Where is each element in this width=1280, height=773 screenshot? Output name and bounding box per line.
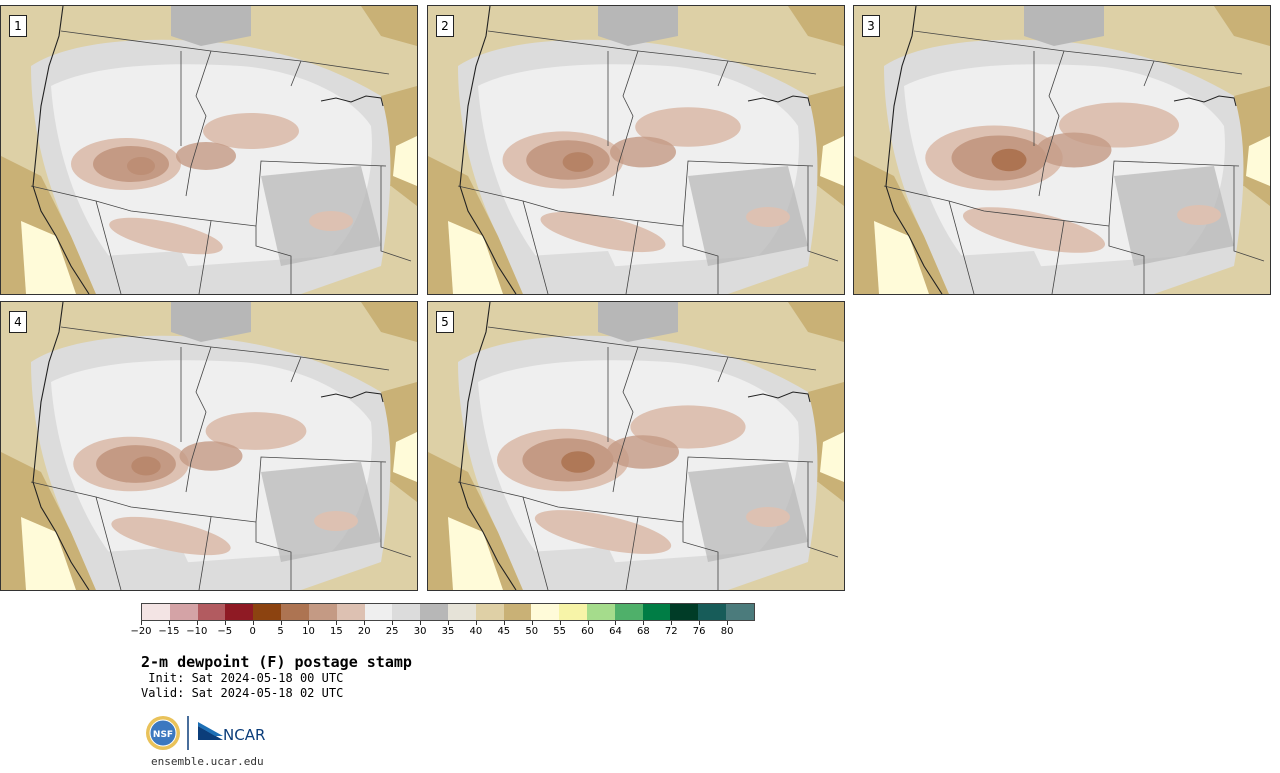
- map-panel-4: 4: [0, 301, 418, 591]
- colorbar-swatch: [698, 604, 727, 620]
- nsf-ncar-logo: NSF NCAR: [145, 714, 275, 752]
- colorbar-tick-label: 55: [553, 626, 566, 637]
- colorbar-tick-label: 68: [636, 626, 650, 637]
- colorbar-tick: [727, 621, 729, 625]
- colorbar-swatch: [336, 604, 365, 620]
- nsf-seal-icon: NSF: [146, 716, 180, 750]
- colorbar-tick-label: 45: [497, 626, 511, 637]
- colorbar-swatch: [587, 604, 615, 620]
- map-panel-1: 1: [0, 5, 418, 295]
- panel-number-label: 2: [436, 15, 454, 37]
- colorbar-tick: [699, 621, 701, 625]
- map-field: [428, 6, 844, 294]
- valid-time: Valid: Sat 2024-05-18 02 UTC: [141, 686, 344, 700]
- colorbar-tick: [420, 621, 422, 625]
- map-field: [1, 302, 417, 590]
- colorbar-tick: [141, 621, 142, 625]
- panel-number-label: 3: [862, 15, 880, 37]
- map-panel-5: 5: [427, 301, 845, 591]
- colorbar-ticks: −20 −15 −10 −5 0 5 10 15 20 25 30 35 40 45 50 55 60 64 68 7…: [130, 621, 755, 641]
- colorbar-swatch: [169, 604, 198, 620]
- panel-number-label: 5: [436, 311, 454, 333]
- colorbar-tick: [559, 621, 561, 625]
- colorbar-swatch: [392, 604, 421, 620]
- colorbar-swatch: [225, 604, 254, 620]
- colorbar-swatch: [364, 604, 393, 620]
- colorbar-swatch: [420, 604, 448, 620]
- colorbar-tick-label: −20: [130, 626, 152, 637]
- site-url: ensemble.ucar.edu: [151, 755, 264, 768]
- colorbar-tick-label: 0: [249, 626, 256, 637]
- colorbar-swatch: [726, 604, 754, 620]
- panel-number-label: 4: [9, 311, 27, 333]
- colorbar: [141, 603, 755, 621]
- colorbar-tick-label: 64: [609, 626, 622, 637]
- colorbar-tick-label: −5: [217, 626, 233, 637]
- colorbar-tick: [336, 621, 338, 625]
- colorbar-tick-label: 10: [302, 626, 315, 637]
- colorbar-swatch: [475, 604, 504, 620]
- svg-text:NSF: NSF: [153, 730, 173, 740]
- colorbar-swatch: [559, 604, 587, 620]
- colorbar-tick: [168, 621, 170, 625]
- colorbar-tick: [308, 621, 310, 625]
- colorbar-swatch: [253, 604, 282, 620]
- ncar-wing-icon: [198, 722, 223, 740]
- colorbar-tick: [224, 621, 226, 625]
- colorbar-tick: [196, 621, 198, 625]
- colorbar-tick-label: −15: [158, 626, 180, 637]
- map-field: [1, 6, 417, 294]
- map-panel-2: 2: [427, 5, 845, 295]
- colorbar-tick-label: 76: [692, 626, 706, 637]
- colorbar-swatch: [614, 604, 643, 620]
- colorbar-swatch: [642, 604, 671, 620]
- colorbar-tick-label: 5: [277, 626, 284, 637]
- colorbar-tick-label: −10: [186, 626, 208, 637]
- colorbar-tick: [587, 621, 589, 625]
- colorbar-tick: [615, 621, 617, 625]
- colorbar-tick: [531, 621, 533, 625]
- colorbar-tick-label: 60: [581, 626, 594, 637]
- init-time: Init: Sat 2024-05-18 00 UTC: [141, 671, 344, 685]
- colorbar-tick: [364, 621, 366, 625]
- colorbar-tick: [448, 621, 449, 625]
- colorbar-tick-label: 50: [525, 626, 539, 637]
- colorbar-tick: [503, 621, 505, 625]
- colorbar-tick: [280, 621, 282, 625]
- colorbar-tick: [475, 621, 477, 625]
- colorbar-swatch: [308, 604, 337, 620]
- panel-number-label: 1: [9, 15, 27, 37]
- colorbar-swatch: [447, 604, 476, 620]
- colorbar-tick-label: 35: [441, 626, 455, 637]
- colorbar-tick-label: 30: [413, 626, 427, 637]
- colorbar-tick-label: 25: [385, 626, 399, 637]
- colorbar-swatch: [531, 604, 560, 620]
- colorbar-tick-label: 72: [664, 626, 678, 637]
- map-field: [428, 302, 844, 590]
- colorbar-tick: [643, 621, 645, 625]
- colorbar-swatch: [281, 604, 309, 620]
- svg-text:NCAR: NCAR: [223, 726, 265, 744]
- colorbar-swatch: [670, 604, 699, 620]
- map-panel-3: 3: [853, 5, 1271, 295]
- colorbar-tick: [252, 621, 254, 625]
- colorbar-swatch: [503, 604, 532, 620]
- colorbar-tick-label: 80: [720, 626, 734, 637]
- colorbar-swatch: [142, 604, 170, 620]
- colorbar-tick: [671, 621, 673, 625]
- page-title: 2-m dewpoint (F) postage stamp: [141, 653, 412, 671]
- colorbar-swatch: [197, 604, 226, 620]
- colorbar-tick: [392, 621, 394, 625]
- map-field: [854, 6, 1270, 294]
- colorbar-tick-label: 40: [469, 626, 483, 637]
- colorbar-tick-label: 15: [329, 626, 343, 637]
- colorbar-tick-label: 20: [357, 626, 371, 637]
